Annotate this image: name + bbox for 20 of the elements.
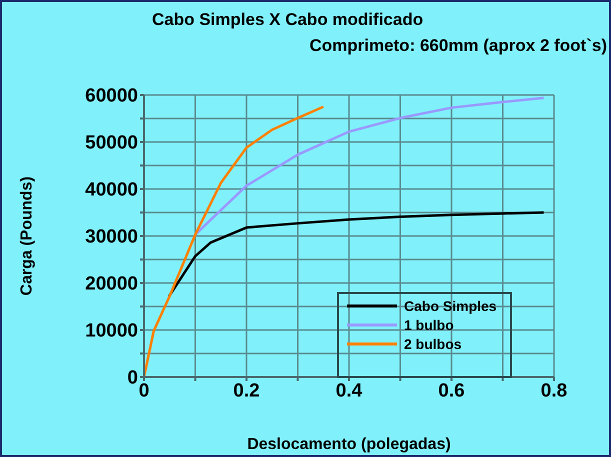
legend-label: 1 bulbo — [404, 317, 454, 333]
y-tick-label: 40000 — [85, 180, 138, 201]
line-series — [168, 211, 545, 298]
line-series — [144, 106, 325, 377]
y-tick-label: 10000 — [85, 320, 138, 342]
chart-subtitle: Comprimeto: 660mm (aprox 2 foot`s) — [309, 36, 607, 56]
x-tick-label: 0.4 — [336, 380, 363, 402]
x-tick-label: 0.6 — [438, 380, 465, 402]
x-tick-label: 0.2 — [233, 380, 260, 402]
line-series — [194, 96, 545, 236]
y-tick-label: 60000 — [85, 86, 138, 107]
y-tick-label: 20000 — [85, 274, 138, 295]
y-tick-label: 50000 — [85, 132, 138, 154]
legend-label: Cabo Simples — [404, 298, 497, 314]
y-axis-title: Carga (Pounds) — [18, 176, 36, 296]
chart-title: Cabo Simples X Cabo modificado — [152, 10, 424, 30]
legend-label: 2 bulbos — [404, 336, 462, 352]
y-tick-label: 30000 — [85, 226, 138, 248]
x-tick-label: 0.8 — [540, 380, 568, 402]
x-axis-title: Deslocamento (polegadas) — [247, 436, 451, 453]
